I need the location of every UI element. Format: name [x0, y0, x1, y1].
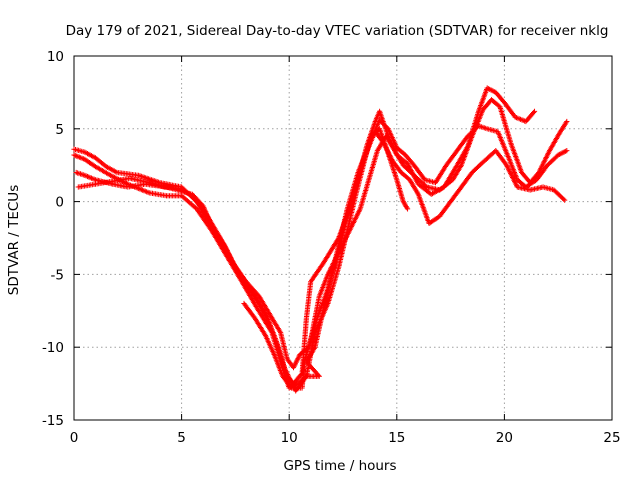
y-tick-label: 0	[55, 195, 64, 211]
series-track-5	[241, 97, 570, 391]
x-tick-label: 20	[496, 430, 513, 446]
y-tick-label: -5	[51, 267, 64, 283]
plot-frame	[73, 55, 613, 421]
x-tick-label: 25	[603, 430, 620, 446]
data-point	[560, 149, 566, 156]
data-point	[287, 384, 294, 390]
data-point	[564, 148, 570, 154]
data-point	[531, 108, 538, 114]
series-track-4	[75, 129, 568, 394]
data-marks	[71, 85, 570, 394]
data-point	[563, 148, 569, 154]
data-point	[531, 109, 537, 116]
y-tick-label: -15	[42, 413, 64, 429]
data-point	[404, 205, 410, 211]
y-axis-label: SDTVAR / TECUs	[6, 185, 22, 295]
x-tick-label: 0	[70, 430, 79, 446]
x-tick-label: 5	[177, 430, 186, 446]
data-point	[485, 86, 491, 92]
x-tick-label: 10	[281, 430, 298, 446]
axis-ticks: 0 5 10 15 20 25 -15 -10 -5 0 5 10	[42, 49, 621, 446]
data-point	[564, 118, 570, 125]
series-track-3	[73, 117, 570, 371]
data-point	[561, 196, 567, 202]
chart-title: Day 179 of 2021, Sidereal Day-to-day VTE…	[66, 23, 609, 39]
series-track-1	[71, 85, 538, 387]
data-point	[559, 150, 565, 156]
y-tick-label: 5	[55, 122, 64, 138]
x-axis-label: GPS time / hours	[283, 458, 396, 474]
data-point	[555, 152, 561, 158]
data-point	[562, 197, 568, 203]
y-tick-label: -10	[42, 340, 64, 356]
y-tick-label: 10	[47, 49, 64, 65]
x-tick-label: 15	[388, 430, 405, 446]
data-point	[404, 206, 411, 212]
